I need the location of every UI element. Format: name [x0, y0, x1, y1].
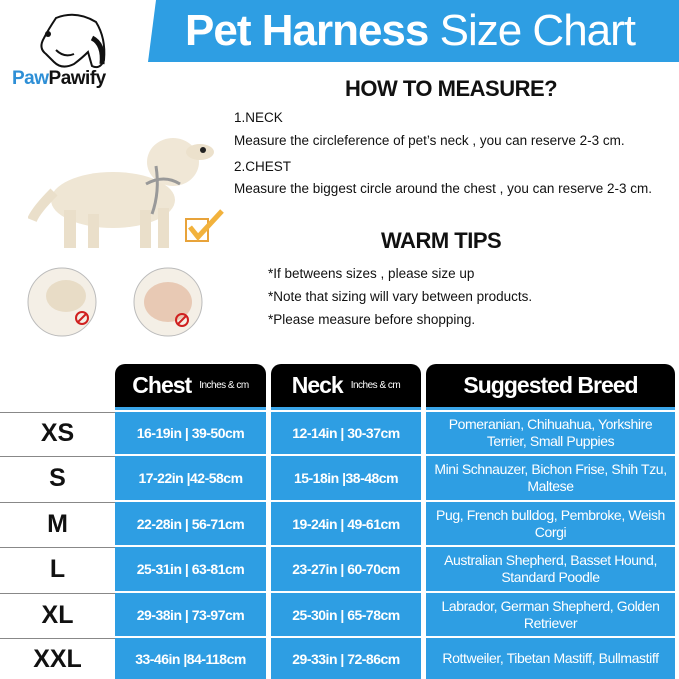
- dog-logo-icon: [40, 13, 106, 69]
- chest-label: 2.CHEST: [234, 159, 292, 174]
- check-icon: [185, 209, 224, 242]
- how-to-measure-heading: HOW TO MEASURE?: [345, 76, 558, 101]
- breed-cell: Pomeranian, Chihuahua, Yorkshire Terrier…: [426, 412, 675, 454]
- brand-logo: PawPawify: [12, 68, 106, 89]
- size-label: L: [0, 547, 115, 591]
- neck-header: Neck Inches & cm: [271, 364, 421, 410]
- chest-cell: 33-46in |84-118cm: [115, 638, 266, 679]
- dog-wearing-harness-image: [28, 138, 214, 248]
- wrong-fit-example-image: [27, 267, 97, 337]
- chest-instruction: Measure the biggest circle around the ch…: [234, 181, 652, 196]
- breed-cell: Australian Shepherd, Basset Hound, Stand…: [426, 547, 675, 591]
- chest-cell: 25-31in | 63-81cm: [115, 547, 266, 591]
- neck-instruction: Measure the circleference of pet’s neck …: [234, 133, 625, 148]
- chest-cell: 22-28in | 56-71cm: [115, 502, 266, 545]
- chest-cell: 17-22in |42-58cm: [115, 456, 266, 500]
- title-banner: [148, 0, 679, 62]
- tip-item: *Please measure before shopping.: [268, 312, 476, 327]
- tip-item: *Note that sizing will vary between prod…: [268, 289, 533, 304]
- neck-cell: 15-18in |38-48cm: [271, 456, 421, 500]
- tip-item: *If betweens sizes , please size up: [268, 266, 475, 281]
- wrong-fit-example-image: [133, 267, 203, 337]
- breed-header: Suggested Breed: [426, 364, 675, 410]
- size-label: XS: [0, 412, 115, 454]
- warm-tips-heading: WARM TIPS: [381, 228, 502, 253]
- neck-cell: 25-30in | 65-78cm: [271, 593, 421, 636]
- chest-header: Chest Inches & cm: [115, 364, 266, 410]
- chest-cell: 29-38in | 73-97cm: [115, 593, 266, 636]
- breed-cell: Mini Schnauzer, Bichon Frise, Shih Tzu, …: [426, 456, 675, 500]
- page-title: Pet Harness Size Chart: [185, 6, 636, 55]
- size-label: XXL: [0, 638, 115, 679]
- neck-cell: 29-33in | 72-86cm: [271, 638, 421, 679]
- breed-cell: Pug, French bulldog, Pembroke, Weish Cor…: [426, 502, 675, 545]
- neck-cell: 12-14in | 30-37cm: [271, 412, 421, 454]
- size-label: M: [0, 502, 115, 545]
- size-label: XL: [0, 593, 115, 636]
- neck-label: 1.NECK: [234, 110, 283, 125]
- chest-cell: 16-19in | 39-50cm: [115, 412, 266, 454]
- neck-cell: 23-27in | 60-70cm: [271, 547, 421, 591]
- neck-cell: 19-24in | 49-61cm: [271, 502, 421, 545]
- breed-cell: Rottweiler, Tibetan Mastiff, Bullmastiff: [426, 638, 675, 679]
- size-chart-table: Chest Inches & cm Neck Inches & cm Suggest…: [0, 364, 679, 679]
- size-label: S: [0, 456, 115, 500]
- breed-cell: Labrador, German Shepherd, Golden Retrie…: [426, 593, 675, 636]
